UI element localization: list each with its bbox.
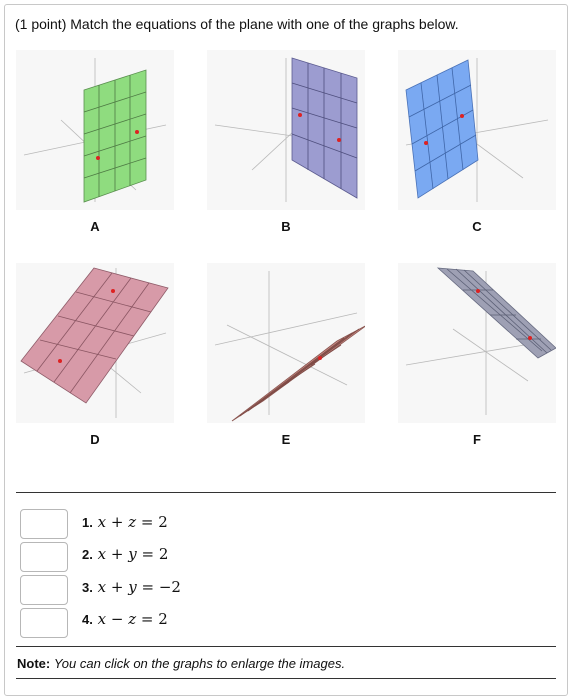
question-points: (1 point) — [15, 16, 67, 32]
equation-1: 1. x + z = 2 — [82, 513, 168, 531]
equation-3-var1: x — [97, 578, 107, 596]
graph-b-plane — [291, 57, 358, 199]
graph-c-label: C — [472, 219, 482, 234]
graph-c-plane — [405, 59, 479, 199]
graph-a-label: A — [90, 219, 100, 234]
answer-input-2[interactable] — [20, 542, 68, 572]
answer-input-4[interactable] — [20, 608, 68, 638]
graph-f-plane — [436, 267, 556, 359]
equation-1-op: + — [110, 513, 124, 531]
graph-f-plot — [405, 267, 556, 415]
divider-end — [16, 678, 556, 679]
equation-2-number: 2. — [82, 547, 93, 562]
equation-4-number: 4. — [82, 612, 93, 627]
graph-c-plot — [405, 58, 549, 202]
equation-1-rhs: = 2 — [140, 513, 168, 531]
equation-4-op: − — [110, 610, 124, 628]
graph-b-label: B — [281, 219, 291, 234]
equation-4-rhs: = 2 — [140, 610, 168, 628]
graph-d[interactable] — [16, 263, 174, 423]
graph-c[interactable] — [398, 50, 556, 210]
graph-b-plot — [214, 57, 358, 202]
graph-a[interactable] — [16, 50, 174, 210]
graph-e-label: E — [281, 432, 291, 447]
divider-top — [16, 492, 556, 493]
graph-f-label: F — [473, 432, 481, 447]
equation-3-var2: y — [128, 578, 137, 596]
equation-2-op: + — [110, 545, 124, 563]
note-label: Note: — [17, 656, 51, 671]
graph-d-plot — [20, 267, 169, 418]
equation-4: 4. x − z = 2 — [82, 610, 168, 628]
graph-a-plot — [23, 58, 167, 203]
equation-2: 2. x + y = 2 — [82, 545, 168, 563]
question-text: (1 point) Match the equations of the pla… — [15, 16, 459, 32]
graph-b[interactable] — [207, 50, 365, 210]
equation-2-var2: y — [128, 545, 137, 563]
answer-input-3[interactable] — [20, 575, 68, 605]
graph-d-plane — [20, 267, 169, 404]
note: Note: You can click on the graphs to enl… — [17, 656, 345, 671]
equation-2-var1: x — [97, 545, 107, 563]
graph-f[interactable] — [398, 263, 556, 423]
equation-4-var2: z — [128, 610, 137, 628]
equation-3-rhs: = −2 — [141, 578, 181, 596]
note-text: You can click on the graphs to enlarge t… — [53, 656, 346, 671]
question-prompt: Match the equations of the plane with on… — [70, 16, 459, 32]
answer-input-1[interactable] — [20, 509, 68, 539]
equation-3-op: + — [110, 578, 124, 596]
graph-e-plot — [214, 271, 365, 422]
equation-2-rhs: = 2 — [141, 545, 169, 563]
equation-1-var2: z — [128, 513, 137, 531]
equation-3: 3. x + y = −2 — [82, 578, 181, 596]
equation-3-number: 3. — [82, 580, 93, 595]
equation-1-var1: x — [97, 513, 107, 531]
divider-bottom — [16, 646, 556, 647]
graph-e[interactable] — [207, 263, 365, 423]
equation-1-number: 1. — [82, 515, 93, 530]
equation-4-var1: x — [97, 610, 107, 628]
graph-d-label: D — [90, 432, 100, 447]
